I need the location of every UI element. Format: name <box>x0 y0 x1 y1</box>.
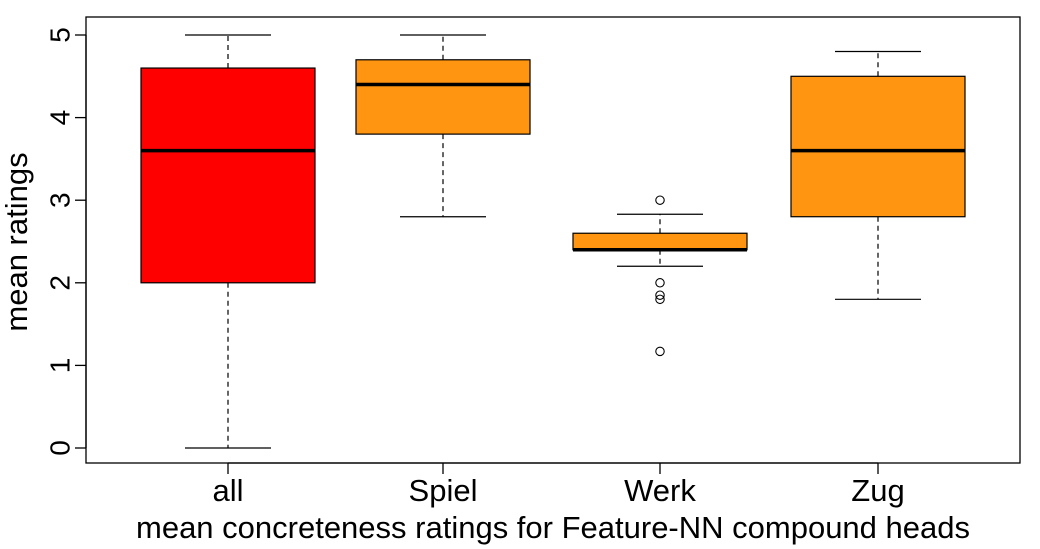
y-axis: 0 1 2 3 4 5 <box>45 27 87 456</box>
x-tick-label: Werk <box>624 473 696 508</box>
x-tick-label: Zug <box>851 473 904 508</box>
outlier-point <box>655 290 665 300</box>
x-axis-label: mean concreteness ratings for Feature-NN… <box>136 510 970 545</box>
y-tick-label: 4 <box>45 110 76 126</box>
y-tick-label: 3 <box>45 192 76 208</box>
y-axis-label: mean ratings <box>0 152 34 331</box>
outlier-point <box>655 346 665 357</box>
outlier-point <box>655 278 665 288</box>
y-tick-label: 2 <box>45 275 76 291</box>
box-werk <box>572 195 748 357</box>
box-iqr <box>140 67 316 284</box>
box-iqr <box>355 59 531 135</box>
outlier-point <box>655 294 665 305</box>
y-tick-label: 5 <box>45 27 76 43</box>
y-tick-label: 0 <box>45 440 76 456</box>
box-iqr <box>572 232 748 251</box>
box-zug <box>790 50 966 300</box>
box-all <box>140 34 316 449</box>
x-axis: all Spiel Werk Zug <box>212 462 905 508</box>
y-tick-label: 1 <box>45 358 76 374</box>
boxes-layer <box>140 34 966 449</box>
box-spiel <box>355 34 531 218</box>
x-tick-label: all <box>212 473 243 508</box>
x-tick-label: Spiel <box>409 473 478 508</box>
outlier-point <box>655 195 665 205</box>
box-iqr <box>790 75 966 218</box>
